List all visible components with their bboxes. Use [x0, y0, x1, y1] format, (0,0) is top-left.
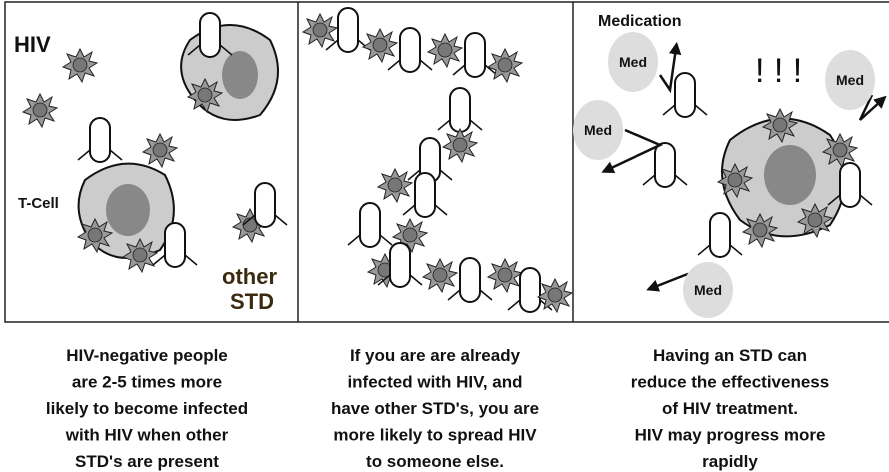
- med-label: Med: [836, 72, 864, 88]
- caption-line: If you are are already: [350, 346, 521, 365]
- med-label: Med: [584, 122, 612, 138]
- caption-line: Having an STD can: [653, 346, 807, 365]
- caption-line: STD's are present: [75, 452, 219, 471]
- label: Medication: [598, 13, 682, 30]
- caption-line: reduce the effectiveness: [631, 373, 829, 392]
- caption-line: with HIV when other: [65, 426, 229, 445]
- caption-line: HIV-negative people: [66, 346, 228, 365]
- label: STD: [230, 289, 274, 314]
- caption-line: infected with HIV, and: [347, 373, 522, 392]
- caption-line: likely to become infected: [46, 399, 248, 418]
- captions: HIV-negative people are 2-5 times more lik…: [46, 346, 829, 471]
- label: other: [222, 264, 277, 289]
- caption-line: have other STD's, you are: [331, 399, 539, 418]
- exclamation: ! ! !: [755, 52, 802, 90]
- label: HIV: [14, 32, 51, 57]
- med-label: Med: [694, 282, 722, 298]
- panel-1-art: [23, 13, 287, 272]
- caption-line: of HIV treatment.: [662, 399, 798, 418]
- caption-line: HIV may progress more: [635, 426, 826, 445]
- illustration: HIV T-Cell other STD Medication ! ! ! Me…: [0, 0, 889, 472]
- caption-line: to someone else.: [366, 452, 504, 471]
- panel-2-art: [303, 8, 572, 312]
- caption-line: rapidly: [702, 452, 758, 471]
- med-label: Med: [619, 54, 647, 70]
- caption-line: are 2-5 times more: [72, 373, 222, 392]
- caption-line: more likely to spread HIV: [333, 426, 537, 445]
- label: T-Cell: [18, 195, 59, 212]
